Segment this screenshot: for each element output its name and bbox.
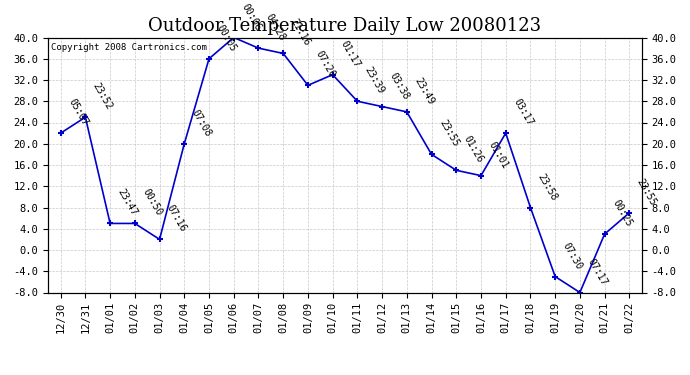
Text: 07:30: 07:30 (561, 241, 584, 271)
Text: Copyright 2008 Cartronics.com: Copyright 2008 Cartronics.com (51, 43, 207, 52)
Text: 23:49: 23:49 (413, 76, 435, 106)
Text: 23:52: 23:52 (91, 81, 115, 112)
Text: 03:17: 03:17 (511, 97, 535, 128)
Text: 23:55: 23:55 (635, 177, 658, 207)
Text: 07:08: 07:08 (190, 108, 213, 138)
Text: 07:17: 07:17 (585, 256, 609, 287)
Text: 07:20: 07:20 (313, 50, 337, 80)
Text: 04:28: 04:28 (264, 12, 287, 43)
Title: Outdoor Temperature Daily Low 20080123: Outdoor Temperature Daily Low 20080123 (148, 16, 542, 34)
Text: 00:06: 00:06 (239, 2, 263, 32)
Text: 00:50: 00:50 (140, 188, 164, 218)
Text: 01:01: 01:01 (486, 140, 510, 170)
Text: 07:16: 07:16 (165, 203, 188, 234)
Text: 23:55: 23:55 (437, 118, 460, 149)
Text: 01:17: 01:17 (338, 39, 362, 69)
Text: 21:16: 21:16 (288, 18, 312, 48)
Text: 23:47: 23:47 (116, 188, 139, 218)
Text: 23:39: 23:39 (363, 65, 386, 96)
Text: 23:58: 23:58 (536, 171, 560, 202)
Text: 01:26: 01:26 (462, 134, 485, 165)
Text: 00:25: 00:25 (610, 198, 633, 228)
Text: 03:38: 03:38 (388, 70, 411, 101)
Text: 05:07: 05:07 (66, 97, 90, 128)
Text: 00:05: 00:05 (215, 23, 238, 53)
